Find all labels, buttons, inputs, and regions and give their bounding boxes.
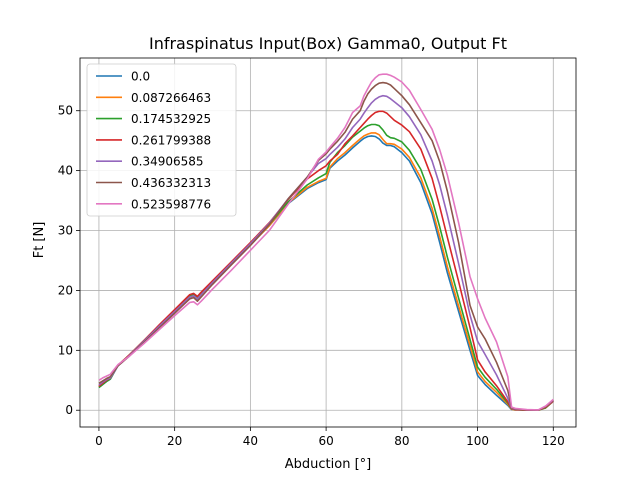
series-line-4	[98, 94, 554, 412]
axes-frame	[79, 57, 577, 428]
x-tick-label: 80	[394, 434, 409, 448]
x-axis-label: Abduction [°]	[285, 457, 371, 472]
legend-label-1: 0.087266463	[131, 91, 211, 105]
chart-title: Infraspinatus Input(Box) Gamma0, Output …	[149, 34, 507, 53]
y-axis-label: Ft [N]	[32, 222, 47, 259]
y-tick-label: 40	[58, 164, 73, 178]
y-tick-label: 10	[58, 343, 73, 357]
series-line-6	[98, 73, 554, 411]
x-tick-label: 120	[542, 434, 565, 448]
legend-label-0: 0.0	[131, 70, 150, 84]
y-tick-label: 50	[58, 104, 73, 118]
y-tick-label: 30	[58, 224, 73, 238]
legend-label-4: 0.34906585	[131, 155, 204, 169]
y-tick-label: 0	[65, 403, 73, 417]
x-tick-label: 0	[95, 434, 103, 448]
y-tick-label: 20	[58, 283, 73, 297]
series-lines	[98, 73, 554, 412]
legend-label-6: 0.523598776	[131, 197, 211, 211]
series-line-3	[98, 110, 554, 412]
x-tick-label: 100	[466, 434, 489, 448]
legend: 0.0 0.087266463 0.174532925 0.261799388 0.34…	[86, 63, 237, 217]
legend-box	[86, 63, 237, 217]
series-line-5	[98, 81, 554, 412]
legend-label-2: 0.174532925	[131, 112, 211, 126]
x-axis-ticks: 0 20 40 60 80 100 120	[95, 427, 565, 448]
x-tick-label: 20	[167, 434, 182, 448]
x-tick-label: 60	[318, 434, 333, 448]
legend-label-3: 0.261799388	[131, 133, 211, 147]
legend-label-5: 0.436332313	[131, 176, 211, 190]
x-tick-label: 40	[243, 434, 258, 448]
y-axis-ticks: 0 10 20 30 40 50	[58, 104, 80, 417]
